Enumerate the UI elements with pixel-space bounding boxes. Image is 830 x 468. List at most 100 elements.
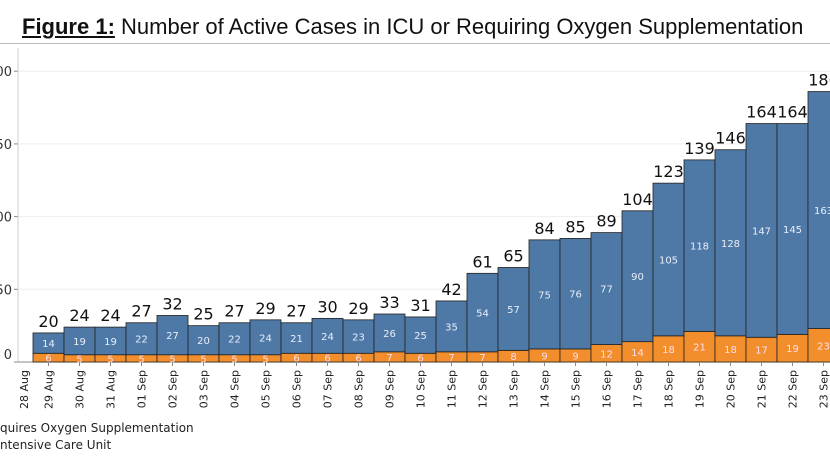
bar-oxygen: [187, 325, 220, 356]
bar-label-icu: 7: [479, 353, 485, 364]
x-tick-label: 05 Sep: [260, 370, 273, 408]
x-tick-label: 13 Sep: [508, 370, 521, 408]
bar-label-icu: 5: [169, 354, 175, 365]
bar-oxygen: [404, 316, 437, 354]
bar-label-icu: 5: [76, 354, 82, 365]
bar-oxygen: [497, 267, 530, 351]
bar-label-icu: 8: [510, 352, 516, 363]
bar-total-label: 29: [255, 299, 275, 318]
x-tick-label: 10 Sep: [415, 370, 428, 408]
bar-total-label: 89: [596, 212, 616, 231]
bar-label-oxygen: 145: [783, 225, 802, 236]
x-tick-label: 14 Sep: [539, 370, 552, 408]
figure-title: Figure 1: Number of Active Cases in ICU …: [22, 14, 803, 40]
y-tick-label: 50: [0, 283, 12, 298]
x-tick-label: 02 Sep: [167, 370, 180, 408]
bar-oxygen: [466, 272, 499, 353]
x-tick-label: 28 Aug: [18, 370, 31, 409]
figure-label: Figure 1:: [22, 14, 115, 39]
x-tick-label: 15 Sep: [570, 370, 583, 408]
bar-label-oxygen: 23: [352, 333, 365, 344]
x-tick-label: 23 Sep: [818, 370, 830, 408]
bar-total-label: 104: [622, 190, 653, 209]
bar-oxygen: [63, 326, 96, 356]
bar-total-label: 29: [348, 299, 368, 318]
bar-total-label: 164: [777, 103, 808, 122]
bar-label-oxygen: 163: [814, 206, 830, 217]
title-divider: [0, 43, 830, 44]
bar-total-label: 20: [38, 312, 58, 331]
bar-total-label: 85: [565, 217, 585, 236]
bar-total-label: 31: [410, 296, 430, 315]
bar-total-label: 33: [379, 293, 399, 312]
x-tick-label: 12 Sep: [477, 370, 490, 408]
x-tick-label: 03 Sep: [198, 370, 211, 408]
bar-oxygen: [280, 322, 313, 354]
bar-label-icu: 5: [138, 354, 144, 365]
x-tick-label: 21 Sep: [756, 370, 769, 408]
bar-label-oxygen: 57: [507, 305, 520, 316]
bar-oxygen: [125, 322, 158, 356]
bar-icu: [652, 335, 685, 363]
bar-label-icu: 7: [386, 353, 392, 364]
bar-oxygen: [373, 313, 406, 353]
bar-label-oxygen: 76: [569, 290, 582, 301]
x-tick-label: 07 Sep: [322, 370, 335, 408]
x-tick-label: 08 Sep: [353, 370, 366, 408]
bar-label-icu: 6: [324, 354, 330, 365]
bar-icu: [776, 333, 809, 363]
bar-label-oxygen: 22: [228, 335, 241, 346]
bar-label-oxygen: 35: [445, 322, 458, 333]
bar-label-icu: 19: [786, 344, 799, 355]
bar-total-label: 32: [162, 294, 182, 313]
bar-oxygen: [435, 300, 468, 353]
x-tick-label: 11 Sep: [446, 370, 459, 408]
bar-label-icu: 23: [817, 341, 830, 352]
bar-total-label: 84: [534, 219, 554, 238]
bar-label-oxygen: 20: [197, 336, 210, 347]
bar-oxygen: [311, 317, 344, 354]
bar-label-oxygen: 54: [476, 309, 489, 320]
bar-total-label: 27: [286, 302, 306, 321]
y-tick-label: 150: [0, 138, 12, 153]
bar-label-icu: 9: [541, 351, 547, 362]
bar-oxygen: [590, 232, 623, 345]
bar-label-icu: 5: [231, 354, 237, 365]
x-tick-label: 06 Sep: [291, 370, 304, 408]
bar-total-label: 164: [746, 103, 777, 122]
bar-label-oxygen: 147: [752, 226, 771, 237]
bar-label-icu: 5: [262, 354, 268, 365]
x-tick-label: 04 Sep: [229, 370, 242, 408]
bar-label-icu: 7: [448, 353, 454, 364]
y-tick-label: 0: [4, 348, 12, 363]
bar-label-oxygen: 77: [600, 285, 613, 296]
bar-label-icu: 14: [631, 348, 644, 359]
bar-total-label: 65: [503, 246, 523, 265]
bar-label-icu: 12: [600, 349, 613, 360]
bar-label-icu: 6: [355, 354, 361, 365]
bar-total-label: 30: [317, 297, 337, 316]
bar-oxygen: [342, 319, 375, 354]
bar-label-oxygen: 90: [631, 272, 644, 283]
y-tick-label: 200: [0, 65, 12, 80]
bar-label-oxygen: 19: [104, 337, 117, 348]
bar-oxygen: [807, 91, 830, 329]
x-tick-label: 22 Sep: [787, 370, 800, 408]
bar-label-oxygen: 24: [321, 332, 334, 343]
bar-total-label: 146: [715, 129, 746, 148]
bar-label-icu: 6: [417, 354, 423, 365]
x-tick-label: 18 Sep: [663, 370, 676, 408]
bar-oxygen: [745, 123, 778, 338]
x-tick-label: 01 Sep: [136, 370, 149, 408]
figure-title-text: Number of Active Cases in ICU or Requiri…: [121, 14, 804, 39]
bar-oxygen: [218, 322, 251, 356]
bar-label-oxygen: 21: [290, 334, 303, 345]
bar-label-oxygen: 128: [721, 239, 740, 250]
bar-label-icu: 5: [107, 354, 113, 365]
bar-label-oxygen: 27: [166, 331, 179, 342]
bar-oxygen: [714, 149, 747, 337]
bar-label-icu: 21: [693, 343, 706, 354]
x-tick-label: 09 Sep: [384, 370, 397, 408]
legend-item-icu: ntensive Care Unit: [0, 438, 112, 452]
